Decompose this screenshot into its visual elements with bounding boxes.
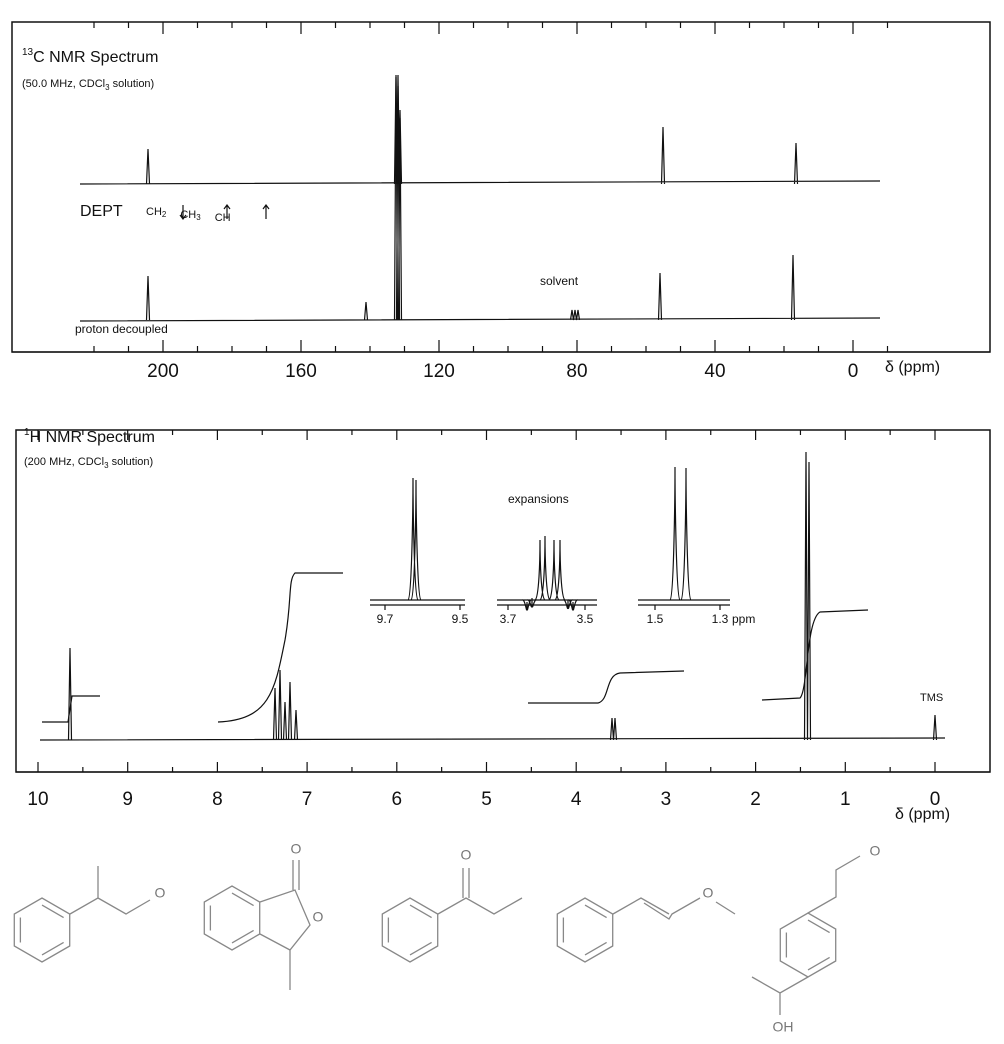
- expansion-tick-label: 9.7: [377, 612, 394, 626]
- dept-label: DEPT: [80, 203, 123, 220]
- decoupled-spectrum: [79, 76, 881, 322]
- h1-tick-label: 6: [392, 789, 403, 810]
- c13-frame: [11, 21, 991, 353]
- ring-double-bond: [409, 941, 432, 956]
- dept-item-sub: 3: [196, 213, 201, 222]
- tms-label: TMS: [920, 692, 943, 704]
- atom-label: O: [155, 885, 166, 901]
- decoupled-label: proton decoupled: [75, 322, 168, 336]
- ring-double-bond: [231, 929, 254, 944]
- ring-double-bond: [409, 904, 432, 919]
- ring-double-bond: [41, 904, 64, 919]
- ring-double-bond: [231, 892, 254, 907]
- expansion-tick-label: 3.7: [500, 612, 517, 626]
- ring-double-bond: [807, 919, 830, 934]
- dept-arrow: [179, 205, 187, 220]
- dept-item-sub: 2: [162, 210, 167, 219]
- expansion-tick-label: 9.5: [452, 612, 469, 626]
- integral: [217, 572, 343, 723]
- ring-double-bond: [807, 956, 830, 971]
- c13-tick-label: 0: [848, 361, 859, 382]
- dept-item: CH: [146, 206, 162, 218]
- ring-double-bond: [41, 941, 64, 956]
- expansions-label: expansions: [508, 492, 569, 506]
- atom-label: O: [291, 841, 302, 857]
- integral: [761, 609, 869, 701]
- atom-label: O: [703, 885, 714, 901]
- h1-tick-label: 0: [930, 789, 941, 810]
- benzene-ring: [203, 885, 261, 951]
- expansion-tick-label: 3.5: [577, 612, 594, 626]
- bond: [69, 866, 151, 915]
- c13-subtitle: (50.0 MHz, CDCl3 solution): [22, 78, 154, 92]
- benzene-ring: [556, 897, 614, 963]
- h1-frame: [15, 429, 991, 773]
- h1-title: 1H NMR Spectrum: [24, 427, 155, 447]
- expansion-spectrum: [638, 466, 730, 601]
- h1-spectrum: [39, 451, 946, 741]
- c13-tick-label: 160: [285, 361, 317, 382]
- h1-tick-label: 2: [750, 789, 761, 810]
- ppm-label: ppm: [732, 612, 755, 626]
- c13-tick-label: 120: [423, 361, 455, 382]
- c13-axis-label: δ (ppm): [885, 359, 940, 376]
- expansion-spectrum: [370, 477, 465, 601]
- dept-items: CH2 CH3 CH: [146, 206, 231, 224]
- dept-item: CH: [215, 212, 231, 224]
- h1-tick-label: 10: [27, 789, 48, 810]
- h1-tick-label: 4: [571, 789, 582, 810]
- ring-double-bond: [584, 904, 607, 919]
- h1-tick-label: 3: [661, 789, 672, 810]
- c13-tick-label: 80: [566, 361, 587, 382]
- atom-label: O: [313, 909, 324, 925]
- h1-tick-label: 7: [302, 789, 313, 810]
- dept-spectrum: [79, 74, 881, 185]
- c13-tick-label: 40: [704, 361, 725, 382]
- bond: [751, 855, 861, 1015]
- h1-tick-label: 5: [481, 789, 492, 810]
- benzene-ring: [381, 897, 439, 963]
- benzene-ring: [13, 897, 71, 963]
- integral: [42, 695, 100, 723]
- expansion-tick-label: 1.5: [647, 612, 664, 626]
- bond: [259, 860, 311, 990]
- h1-axis-label: δ (ppm): [895, 806, 950, 823]
- c13-title: 13C NMR Spectrum: [22, 47, 158, 67]
- expansion-spectrum: [497, 535, 597, 611]
- atom-label: OH: [773, 1019, 794, 1035]
- c13-tick-label: 200: [147, 361, 179, 382]
- h1-tick-label: 9: [122, 789, 133, 810]
- bond: [437, 868, 523, 915]
- expansion-tick-label: 1.3: [712, 612, 729, 626]
- atom-label: O: [870, 843, 881, 859]
- ring-double-bond: [584, 941, 607, 956]
- solvent-label: solvent: [540, 274, 579, 288]
- h1-subtitle: (200 MHz, CDCl3 solution): [24, 456, 153, 470]
- h1-tick-label: 1: [840, 789, 851, 810]
- integral: [528, 670, 685, 704]
- h1-tick-label: 8: [212, 789, 223, 810]
- atom-label: O: [461, 847, 472, 863]
- dept-arrow: [223, 204, 231, 219]
- bond: [612, 897, 736, 920]
- dept-arrow: [262, 204, 270, 219]
- benzene-ring: [779, 912, 837, 978]
